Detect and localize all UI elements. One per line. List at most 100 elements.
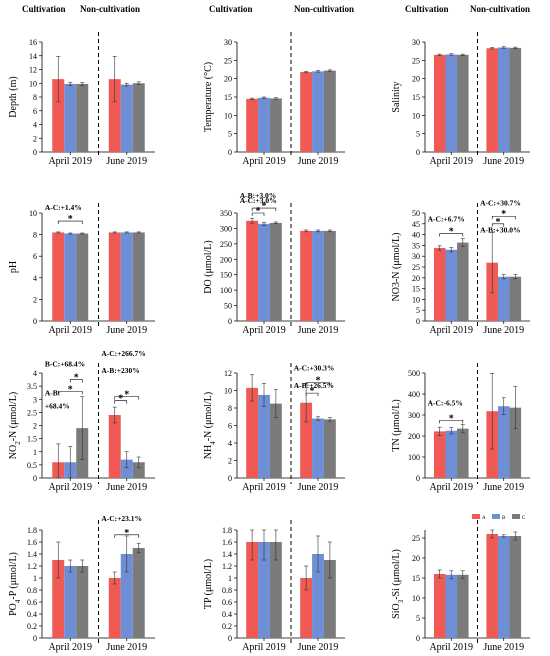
y-tick-label: 0.8 [27, 586, 37, 595]
significance-star: * [316, 376, 321, 387]
significance-bracket [69, 379, 83, 383]
y-tick-label: 100 [220, 286, 232, 295]
legend-label-A: A [482, 516, 486, 521]
panel-salinity: 0 5 10 15 20 25 30 Salinity April 2019 June 2019 [391, 32, 530, 167]
x-category-label: June 2019 [483, 325, 524, 336]
x-category-label: April 2019 [48, 642, 92, 653]
column-header-3: Cultivation Non-cultivation [405, 4, 530, 14]
x-category-label: April 2019 [48, 482, 92, 493]
y-tick-label: 25 [224, 56, 232, 65]
legend-swatch-B [492, 514, 500, 519]
bar-A-0 [433, 247, 446, 321]
y-axis-label: SiO3-Si (μmol/L) [391, 549, 405, 619]
y-axis-label: NH4-N (μmol/L) [203, 392, 217, 459]
y-tick-label: 10 [412, 295, 420, 304]
significance-annotation: * B-C:+68.4% [45, 359, 85, 383]
bar-A-1 [300, 230, 313, 321]
significance-star: * [74, 373, 79, 384]
y-tick-label: 0 [416, 317, 420, 326]
bar-B-1 [120, 84, 133, 152]
significance-annotation: * A-C:+23.1% [101, 514, 142, 539]
y-tick-label: 1.4 [222, 550, 232, 559]
significance-annotation: * A-C:-6.5% [428, 399, 464, 424]
y-tick-label: 0 [228, 317, 232, 326]
y-tick-label: 0.4 [222, 610, 232, 619]
significance-bracket [439, 419, 464, 424]
bar-A-0 [246, 542, 259, 638]
bar-C-1 [509, 536, 522, 638]
bar-B-1 [312, 418, 324, 478]
bar-B-0 [64, 233, 77, 321]
y-tick-label: 0 [416, 148, 420, 157]
bar-A-0 [433, 574, 446, 638]
significance-annotation: +68.4% [45, 401, 70, 410]
significance-bracket [305, 392, 319, 397]
y-tick-label: 10 [412, 594, 420, 603]
panel-tn: 0 100 200 300 400 500 TN (μmol/L) April 2019 Jun… [391, 363, 530, 493]
bar-C-0 [269, 222, 282, 321]
bar-B-1 [120, 554, 133, 638]
significance-annotation: *A-B:+3.0% [240, 191, 277, 217]
bar-B-1 [497, 47, 510, 152]
bar-C-1 [509, 47, 522, 152]
annotation-label: A-C:+266.7% [101, 349, 145, 358]
column-header-2: Cultivation Non-cultivation [209, 4, 354, 14]
y-tick-label: 10 [29, 209, 37, 218]
y-tick-label: 4 [33, 369, 37, 378]
significance-star: * [256, 206, 261, 217]
annotation-label: +68.4% [45, 401, 70, 410]
bar-A-1 [108, 232, 121, 321]
panel-tp: 0 0.2 0.4 0.6 0.8 1 1.2 1.4 1.6 1.8 TP (μmol/L) Apr… [203, 520, 345, 653]
significance-annotation: * A-C:+266.7% [101, 349, 145, 401]
y-tick-label: 6 [33, 252, 37, 261]
y-tick-label: 1.2 [27, 562, 37, 571]
y-tick-label: 1 [33, 448, 37, 457]
bar-B-0 [64, 83, 77, 152]
bar-C-0 [76, 233, 89, 321]
bar-A-0 [246, 387, 259, 478]
y-tick-label: 0.4 [27, 610, 37, 619]
y-tick-label: 50 [412, 209, 420, 218]
y-tick-label: 3.5 [27, 382, 37, 391]
bar-A-0 [433, 431, 446, 478]
bar-C-1 [323, 419, 336, 478]
y-axis-label: NO3-N (μmol/L) [391, 233, 402, 302]
x-category-label: June 2019 [298, 482, 339, 493]
y-tick-label: 4 [33, 121, 37, 130]
header-non-cultivation: Non-cultivation [294, 4, 354, 14]
annotation-label: A-C:+1.4% [45, 203, 82, 212]
significance-bracket [491, 223, 505, 227]
panel-sio3: 0 5 10 15 20 25 SiO3-Si (μmol/L) April 2019 June… [391, 514, 530, 653]
y-axis-label: DO (μmol/L) [203, 240, 214, 293]
legend-swatch-A [472, 514, 480, 519]
x-category-label: April 2019 [242, 642, 286, 653]
significance-bracket [305, 382, 331, 386]
significance-bracket [114, 534, 140, 538]
y-tick-label: 45 [412, 220, 420, 229]
bar-A-1 [108, 79, 121, 152]
y-tick-label: 15 [412, 285, 420, 294]
significance-bracket [114, 396, 140, 400]
significance-star: * [124, 528, 129, 539]
y-tick-label: 400 [408, 390, 420, 399]
y-tick-label: 0.2 [27, 622, 37, 631]
significance-annotation: * A-C:+30.3% [294, 363, 335, 386]
y-tick-label: 1.2 [222, 562, 232, 571]
bar-A-1 [300, 578, 313, 638]
header-cultivation: Cultivation [405, 4, 449, 14]
y-tick-label: 150 [220, 271, 232, 280]
bar-B-1 [497, 536, 510, 638]
y-tick-label: 1.8 [222, 526, 232, 535]
y-tick-label: 12 [29, 66, 37, 75]
y-tick-label: 10 [224, 111, 232, 120]
bar-A-1 [300, 402, 313, 478]
bar-A-0 [246, 98, 259, 152]
bar-C-0 [76, 83, 89, 152]
y-tick-label: 12 [224, 369, 232, 378]
significance-bracket [114, 400, 128, 404]
y-tick-label: 0.5 [27, 461, 37, 470]
bar-A-1 [108, 415, 121, 478]
bar-A-1 [486, 534, 498, 638]
x-category-label: April 2019 [429, 156, 473, 167]
significance-star: * [68, 214, 73, 225]
